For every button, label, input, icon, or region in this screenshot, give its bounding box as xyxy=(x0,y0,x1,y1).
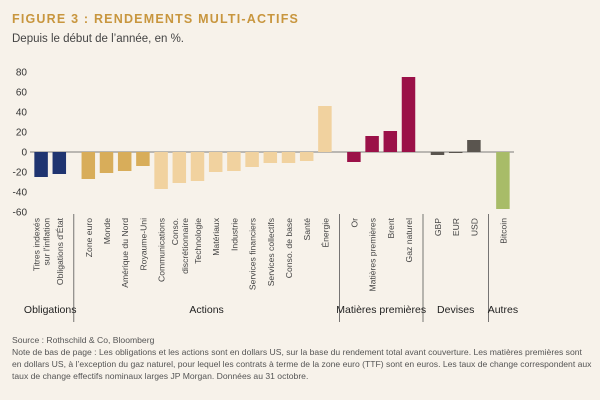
chart-footer: Source : Rothschild & Co, Bloomberg Note… xyxy=(12,334,592,382)
bar xyxy=(227,152,241,171)
bar xyxy=(34,152,48,177)
y-tick-label: 60 xyxy=(16,88,28,99)
category-label: Industrie xyxy=(229,218,239,251)
chart-title: FIGURE 3 : RENDEMENTS MULTI-ACTIFS xyxy=(12,12,300,26)
category-label: EUR xyxy=(451,218,461,236)
category-label: Titres indexéssur l'inflation xyxy=(32,218,52,271)
category-label: Zone euro xyxy=(84,218,94,257)
category-label: Énergie xyxy=(320,218,330,248)
bar xyxy=(467,140,481,152)
category-label: Gaz naturel xyxy=(404,218,414,263)
category-label: Conso.discrétionnaire xyxy=(170,218,190,274)
bar xyxy=(117,152,132,171)
category-label: USD xyxy=(469,218,479,236)
category-label: Santé xyxy=(302,218,312,241)
category-label: Matières premières xyxy=(368,218,378,292)
y-tick-label: -40 xyxy=(13,188,28,199)
bar xyxy=(281,152,296,163)
bar xyxy=(318,106,332,152)
group-label: Obligations xyxy=(24,304,77,316)
category-label: GBP xyxy=(433,218,443,236)
bar xyxy=(154,152,168,189)
y-tick-label: -60 xyxy=(13,208,28,219)
footnote: Note de bas de page : Les obligations et… xyxy=(12,347,592,381)
chart-subtitle: Depuis le début de l’année, en %. xyxy=(12,33,184,45)
bar-chart: -60 -40 -20 0 20 40 60 80 Titres indexéssur l'i… xyxy=(13,68,518,322)
bar xyxy=(448,152,463,153)
bar xyxy=(52,152,67,174)
bar xyxy=(365,136,379,152)
y-tick-label: 80 xyxy=(16,68,28,79)
bar xyxy=(81,152,96,179)
bar xyxy=(299,152,314,161)
category-label: Obligations d'État xyxy=(55,217,65,285)
bar xyxy=(99,152,114,173)
y-tick-label: 40 xyxy=(16,108,28,119)
category-label: Matériaux xyxy=(211,217,221,255)
source-note: Source : Rothschild & Co, Bloomberg xyxy=(12,335,155,345)
bar xyxy=(383,131,398,152)
group-label: Autres xyxy=(488,304,518,316)
bar xyxy=(401,77,416,152)
bar xyxy=(172,152,187,183)
category-label: Brent xyxy=(386,217,396,238)
y-tick-label: 0 xyxy=(21,148,27,159)
category-label: Services financiers xyxy=(248,218,258,290)
bar xyxy=(347,152,361,162)
bar xyxy=(496,152,510,209)
bar xyxy=(208,152,223,172)
bar xyxy=(136,152,150,166)
y-tick-label: 20 xyxy=(16,128,28,139)
category-label: Amérique du Nord xyxy=(120,218,130,288)
category-label: Technologie xyxy=(193,218,203,264)
category-label: Conso. de base xyxy=(284,218,294,278)
bar xyxy=(245,152,259,167)
category-label: Bitcoin xyxy=(498,218,508,244)
group-label: Actions xyxy=(189,304,223,316)
y-tick-label: -20 xyxy=(13,168,28,179)
group-label: Devises xyxy=(437,304,474,316)
category-label: Monde xyxy=(102,218,112,244)
category-label: Services collectifs xyxy=(266,218,276,286)
bar xyxy=(190,152,205,181)
category-label: Or xyxy=(349,218,359,228)
category-label: Communications xyxy=(157,218,167,282)
category-label: Royaume-Uni xyxy=(138,218,148,271)
group-label: Matières premières xyxy=(336,304,426,316)
bar xyxy=(263,152,278,163)
bar xyxy=(430,152,445,155)
